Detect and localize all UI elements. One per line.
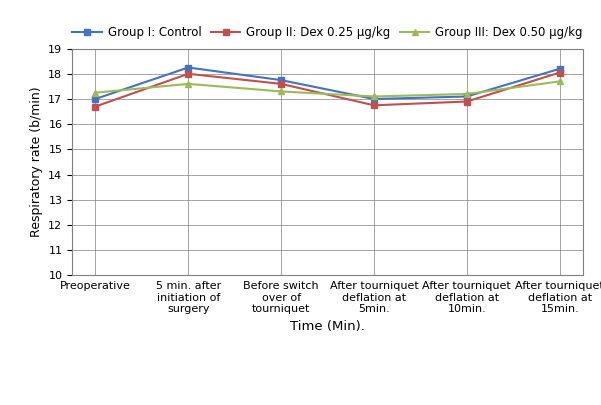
Group III: Dex 0.50 μg/kg: (3, 17.1): Dex 0.50 μg/kg: (3, 17.1) <box>370 94 377 99</box>
Group II: Dex 0.25 μg/kg: (0, 16.7): Dex 0.25 μg/kg: (0, 16.7) <box>92 104 99 109</box>
Y-axis label: Respiratory rate (b/min): Respiratory rate (b/min) <box>29 87 43 237</box>
Group II: Dex 0.25 μg/kg: (5, 18.1): Dex 0.25 μg/kg: (5, 18.1) <box>556 70 563 75</box>
Group III: Dex 0.50 μg/kg: (0, 17.2): Dex 0.50 μg/kg: (0, 17.2) <box>92 90 99 95</box>
X-axis label: Time (Min).: Time (Min). <box>290 320 365 333</box>
Group III: Dex 0.50 μg/kg: (5, 17.7): Dex 0.50 μg/kg: (5, 17.7) <box>556 79 563 84</box>
Line: Group I: Control: Group I: Control <box>92 64 563 102</box>
Legend: Group I: Control, Group II: Dex 0.25 μg/kg, Group III: Dex 0.50 μg/kg: Group I: Control, Group II: Dex 0.25 μg/… <box>69 23 587 43</box>
Group II: Dex 0.25 μg/kg: (1, 18): Dex 0.25 μg/kg: (1, 18) <box>185 71 192 76</box>
Group III: Dex 0.50 μg/kg: (1, 17.6): Dex 0.50 μg/kg: (1, 17.6) <box>185 81 192 86</box>
Group I: Control: (5, 18.2): Control: (5, 18.2) <box>556 66 563 71</box>
Group I: Control: (4, 17.1): Control: (4, 17.1) <box>463 94 471 99</box>
Group II: Dex 0.25 μg/kg: (2, 17.6): Dex 0.25 μg/kg: (2, 17.6) <box>278 81 285 86</box>
Line: Group II: Dex 0.25 μg/kg: Group II: Dex 0.25 μg/kg <box>92 69 563 110</box>
Group II: Dex 0.25 μg/kg: (3, 16.8): Dex 0.25 μg/kg: (3, 16.8) <box>370 103 377 108</box>
Group II: Dex 0.25 μg/kg: (4, 16.9): Dex 0.25 μg/kg: (4, 16.9) <box>463 99 471 104</box>
Group I: Control: (1, 18.2): Control: (1, 18.2) <box>185 65 192 70</box>
Group III: Dex 0.50 μg/kg: (2, 17.3): Dex 0.50 μg/kg: (2, 17.3) <box>278 89 285 94</box>
Group I: Control: (2, 17.8): Control: (2, 17.8) <box>278 78 285 83</box>
Group III: Dex 0.50 μg/kg: (4, 17.2): Dex 0.50 μg/kg: (4, 17.2) <box>463 92 471 96</box>
Group I: Control: (3, 17): Control: (3, 17) <box>370 96 377 101</box>
Line: Group III: Dex 0.50 μg/kg: Group III: Dex 0.50 μg/kg <box>92 78 563 100</box>
Group I: Control: (0, 17): Control: (0, 17) <box>92 96 99 101</box>
